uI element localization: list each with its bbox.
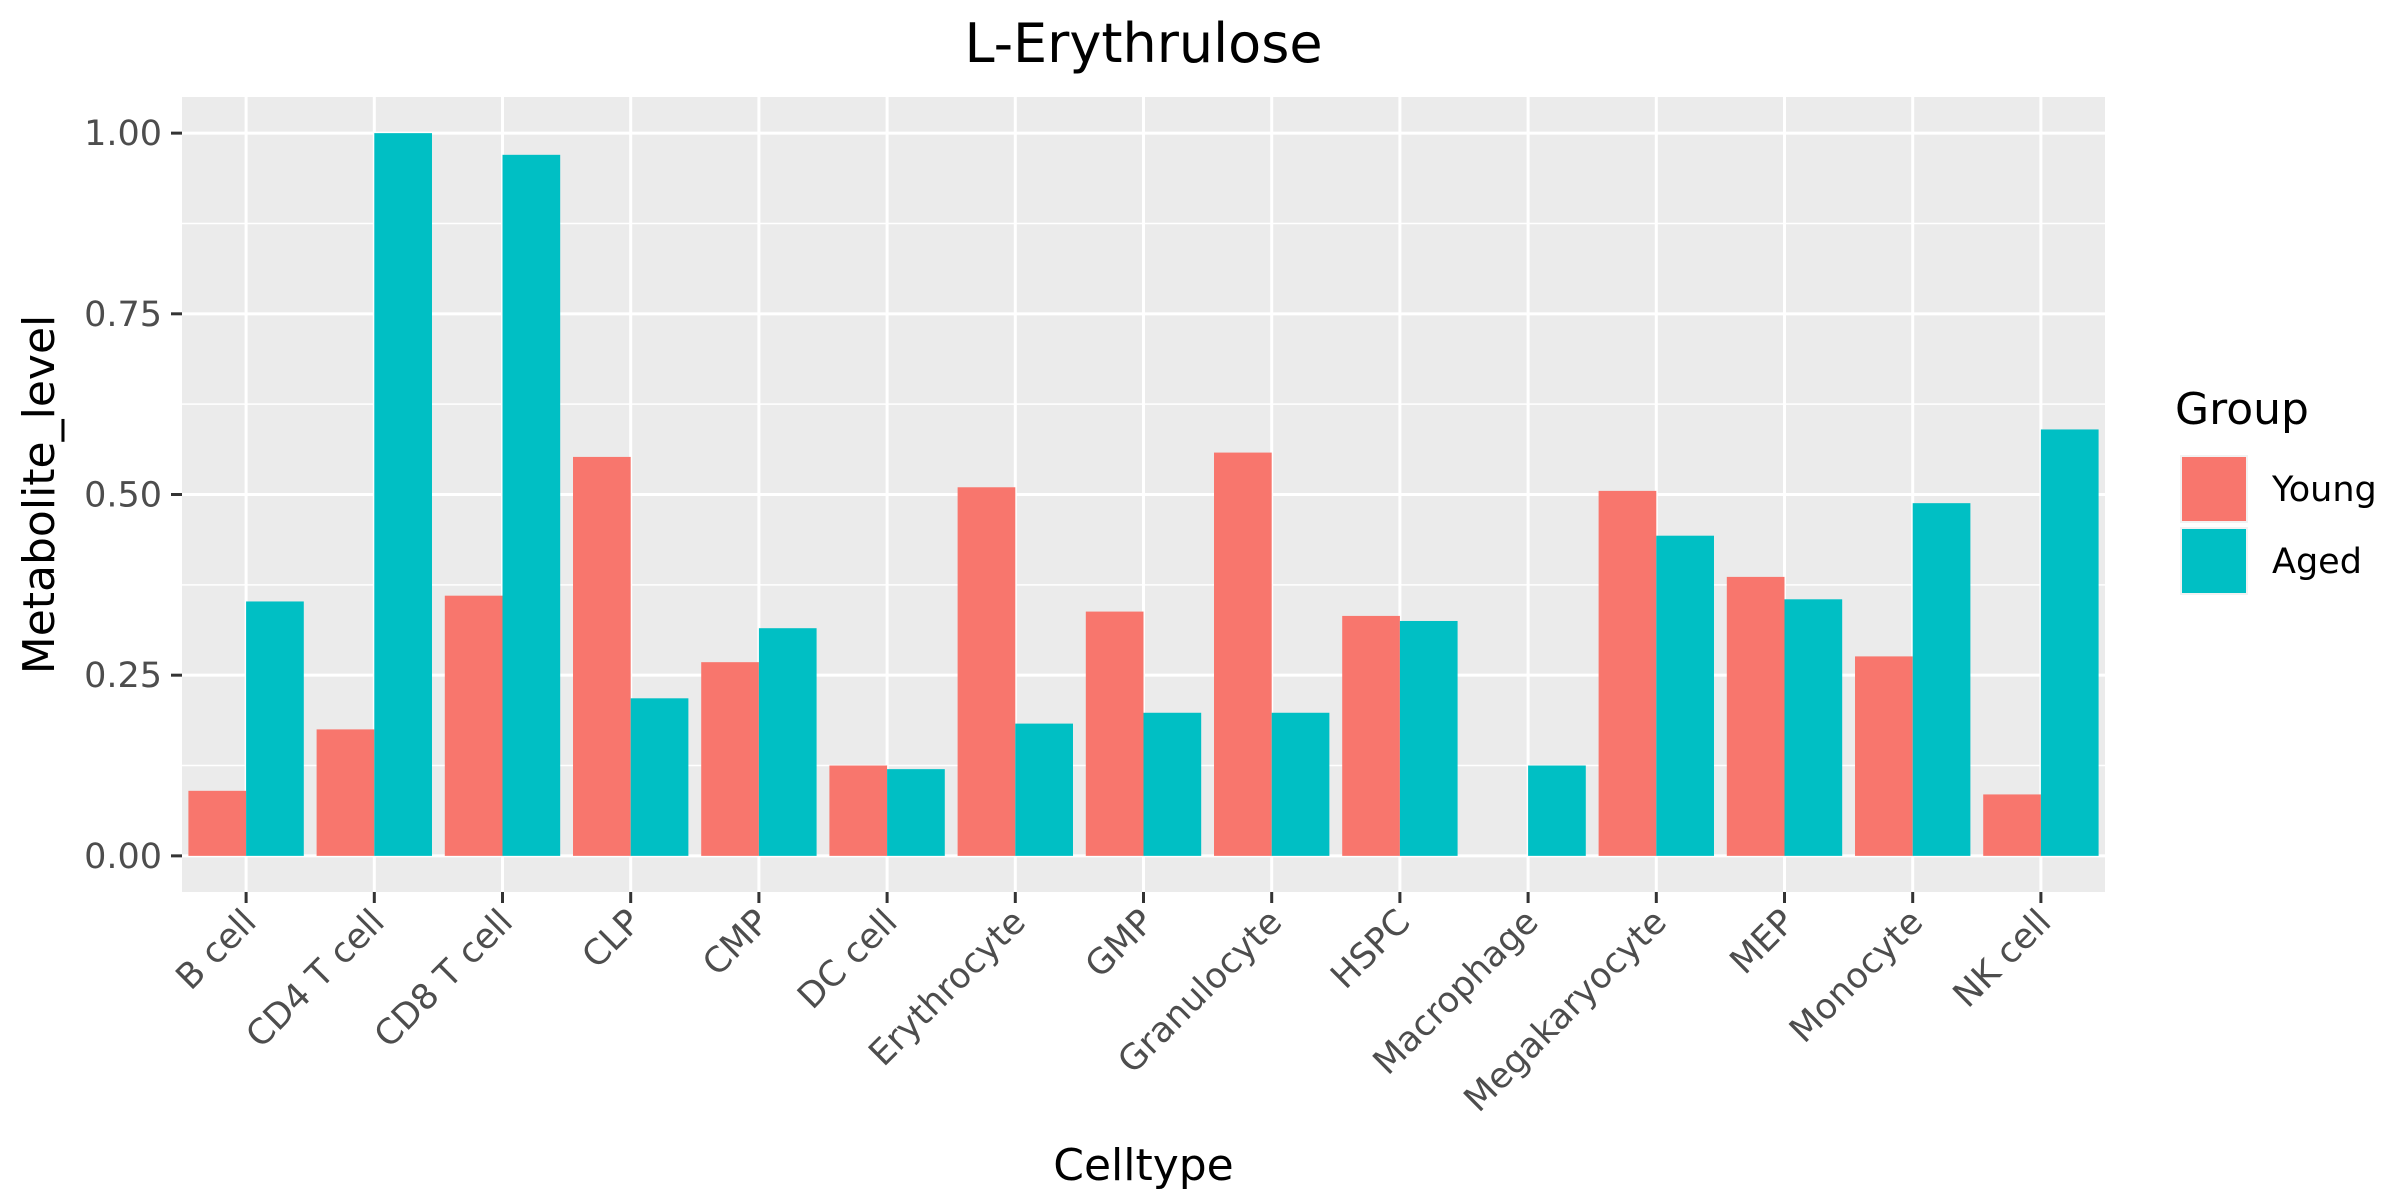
- legend-title: Group: [2175, 384, 2309, 435]
- x-tick-label: HSPC: [1323, 902, 1418, 997]
- bar-aged-mep: [1784, 599, 1843, 856]
- x-tick-label: CD4 T cell: [239, 902, 393, 1056]
- bar-aged-hspc: [1399, 620, 1458, 856]
- bar-young-cd4-t-cell: [316, 729, 375, 856]
- x-tick-label: CLP: [575, 902, 649, 976]
- x-tick-label: NK cell: [1946, 902, 2059, 1015]
- bar-young-monocyte: [1855, 656, 1913, 856]
- chart-title: L-Erythrulose: [964, 12, 1322, 75]
- y-axis-title: Metabolite_level: [14, 315, 65, 675]
- bar-young-megakaryocyte: [1598, 490, 1657, 856]
- legend: Group Young Aged: [2175, 384, 2377, 595]
- legend-label-aged: Aged: [2272, 542, 2362, 582]
- bar-aged-dc-cell: [887, 769, 945, 856]
- y-tick-label: 0.25: [84, 656, 162, 696]
- y-axis: 0.00 0.25 0.50 0.75 1.00: [84, 114, 182, 877]
- bar-aged-erythrocyte: [1015, 723, 1073, 856]
- y-tick-label: 1.00: [84, 114, 162, 154]
- bar-aged-granulocyte: [1271, 712, 1330, 856]
- legend-label-young: Young: [2271, 470, 2377, 510]
- bar-aged-monocyte: [1912, 503, 1971, 856]
- bar-young-mep: [1726, 576, 1785, 856]
- bar-aged-cd8-t-cell: [502, 154, 561, 856]
- legend-key-aged: [2182, 529, 2246, 593]
- bar-young-cmp: [701, 662, 759, 856]
- x-tick-label: CMP: [695, 902, 777, 984]
- bar-young-hspc: [1342, 615, 1400, 856]
- bar-young-nk-cell: [1983, 794, 2041, 856]
- bar-aged-b-cell: [246, 601, 304, 856]
- bar-aged-megakaryocyte: [1656, 535, 1714, 856]
- x-tick-label: MEP: [1723, 902, 1803, 982]
- bar-young-b-cell: [188, 790, 247, 856]
- bar-young-clp: [573, 456, 631, 856]
- x-axis-title: Celltype: [1053, 1140, 1234, 1191]
- legend-key-young: [2182, 457, 2246, 521]
- bar-aged-cmp: [758, 628, 817, 856]
- bar-young-cd8-t-cell: [444, 595, 503, 856]
- bar-aged-cd4-t-cell: [374, 133, 432, 856]
- bar-young-granulocyte: [1214, 452, 1272, 856]
- bar-aged-nk-cell: [2040, 429, 2099, 856]
- bar-young-erythrocyte: [957, 487, 1016, 856]
- y-tick-label: 0.00: [84, 837, 162, 877]
- y-tick-label: 0.75: [84, 295, 162, 335]
- x-tick-label: CD8 T cell: [367, 902, 521, 1056]
- bar-aged-gmp: [1143, 712, 1202, 856]
- x-tick-label: GMP: [1078, 902, 1162, 986]
- bar-young-dc-cell: [829, 765, 888, 856]
- x-tick-label: Monocyte: [1782, 902, 1931, 1051]
- x-tick-label: B cell: [169, 902, 265, 998]
- bar-aged-clp: [630, 698, 689, 856]
- x-tick-label: DC cell: [790, 902, 905, 1017]
- y-tick-label: 0.50: [84, 476, 162, 516]
- bar-young-gmp: [1085, 611, 1144, 856]
- bar-aged-macrophage: [1528, 765, 1586, 856]
- bars: [188, 133, 2099, 856]
